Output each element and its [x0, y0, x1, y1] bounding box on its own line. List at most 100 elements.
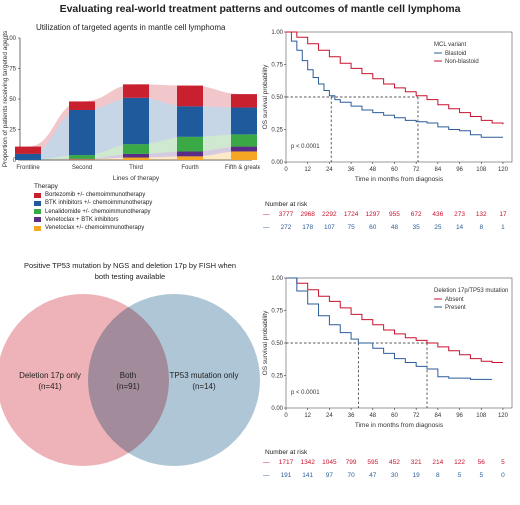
legend-label: Non-blastoid	[445, 59, 479, 65]
stacked-bar-segment	[15, 153, 41, 160]
stacked-bar-segment	[123, 153, 149, 158]
stacked-bar-segment	[123, 157, 149, 160]
stacked-bar-segment	[69, 158, 95, 160]
x-tick-label: 36	[348, 167, 355, 173]
x-tick-label: Frontline	[16, 165, 40, 171]
risk-cell: 321	[410, 459, 422, 466]
survival-curve-0	[286, 31, 503, 138]
x-tick-label: Second	[72, 165, 92, 171]
risk-cell: 70	[347, 472, 355, 479]
stacked-bar-segment	[177, 156, 203, 160]
risk-row-marker: —	[263, 224, 270, 231]
risk-cell: 1717	[278, 459, 294, 466]
risk-cell: 122	[454, 459, 465, 466]
legend-title: Deletion 17p/TP53 mutation	[434, 288, 508, 294]
venn-left-count: (n=41)	[38, 382, 62, 391]
legend-swatch	[34, 209, 41, 215]
risk-cell: 5	[457, 472, 462, 479]
x-tick-label: Fourth	[181, 165, 198, 171]
risk-cell: 799	[345, 459, 357, 466]
stacked-bar-segment	[69, 109, 95, 156]
venn-center-label: Both	[120, 371, 136, 380]
x-axis-label: Time in months from diagnosis	[355, 176, 444, 183]
risk-cell: 141	[302, 472, 314, 479]
risk-cell: 30	[390, 472, 399, 479]
x-axis-label: Time in months from diagnosis	[355, 422, 444, 429]
risk-cell: 5	[501, 459, 505, 466]
y-tick-label: 0.75	[271, 63, 283, 69]
x-tick-label: 72	[413, 413, 420, 419]
risk-row: — 191 141 97 70 47 30 19 8 5 5 0	[260, 472, 520, 484]
risk-cell: 0	[501, 472, 505, 479]
stacked-bar-segment	[123, 144, 149, 154]
venn-left-label: Deletion 17p only	[19, 371, 81, 380]
y-tick-label: 0.50	[271, 95, 283, 101]
x-tick-label: 84	[435, 413, 442, 419]
legend-item: Venetoclax + BTK inhibitors	[34, 216, 152, 224]
venn-right-count: (n=14)	[192, 382, 216, 391]
risk-table-title: Number at risk	[265, 201, 308, 208]
y-axis-label: OS survival probability	[262, 64, 269, 129]
legend-swatch	[34, 225, 41, 231]
y-tick-label: 75	[9, 67, 16, 73]
survival-curve-1	[286, 277, 493, 380]
x-tick-label: 108	[476, 413, 487, 419]
x-tick-label: 72	[413, 167, 420, 173]
risk-cell: 19	[412, 472, 420, 479]
risk-cell: 8	[436, 472, 440, 479]
x-axis-label: Lines of therapy	[113, 175, 160, 182]
risk-table-top: Number at risk	[265, 201, 307, 208]
risk-cell: 47	[369, 472, 377, 479]
venn-title-line1: Positive TP53 mutation by NGS and deleti…	[23, 261, 237, 270]
y-tick-label: 0.25	[271, 374, 283, 380]
legend-label: Present	[445, 305, 466, 311]
y-tick-label: 1.00	[271, 276, 283, 282]
risk-cell: 14	[455, 224, 464, 231]
risk-row: — 3777 2968 2292 1724 1297 955 672 436 273 132 17	[260, 211, 520, 223]
x-tick-label: 24	[326, 167, 333, 173]
risk-cell: 8	[479, 224, 484, 231]
risk-cell: 1045	[322, 459, 337, 466]
area-chart-title: Utilization of targeted agents in mantle…	[36, 23, 226, 32]
y-tick-label: 0.00	[271, 160, 283, 166]
stacked-bar-segment	[15, 146, 41, 154]
risk-row-marker: —	[263, 472, 270, 479]
risk-cell: 35	[412, 224, 420, 231]
risk-cell: 25	[434, 224, 442, 231]
x-tick-label: 12	[304, 167, 311, 173]
stacked-bar-segment	[177, 151, 203, 157]
x-tick-label: 24	[326, 413, 333, 419]
stacked-bar-segment	[123, 97, 149, 145]
risk-cell: 1724	[343, 211, 359, 218]
y-tick-label: 0.00	[271, 406, 283, 412]
page-title: Evaluating real-world treatment patterns…	[59, 3, 461, 15]
y-tick-label: 100	[6, 36, 17, 42]
stacked-bar-segment	[177, 85, 203, 107]
risk-cell: 1297	[365, 211, 381, 218]
risk-cell: 107	[323, 224, 335, 231]
stacked-bar-segment	[177, 106, 203, 137]
risk-cell: 672	[410, 211, 422, 218]
legend-swatch	[34, 201, 41, 206]
risk-cell: 1	[501, 224, 505, 231]
risk-cell: 191	[280, 472, 292, 479]
y-tick-label: 50	[9, 97, 16, 103]
legend-item: Venetoclax +/- chemoimmunotherapy	[34, 224, 152, 232]
stacked-bar-segment	[177, 136, 203, 152]
risk-table-top-rows: — 3777 2968 2292 1724 1297 955 672 436 273 132 17 — 2…	[260, 211, 520, 237]
legend-swatch	[34, 192, 41, 198]
x-tick-label: 96	[456, 413, 463, 419]
risk-cell: 2968	[300, 211, 315, 218]
x-tick-label: 36	[348, 413, 355, 419]
x-tick-label: 48	[369, 413, 376, 419]
y-tick-label: 25	[9, 128, 16, 134]
x-tick-label: 0	[284, 167, 288, 173]
risk-cell: 56	[477, 459, 485, 466]
risk-cell: 3777	[278, 211, 294, 218]
venn-center-count: (n=91)	[116, 382, 140, 391]
stacked-bar-segment	[231, 107, 257, 135]
risk-row-marker: —	[263, 459, 270, 466]
risk-cell: 214	[432, 459, 444, 466]
legend-swatch	[34, 217, 41, 223]
legend-label: Absent	[445, 297, 464, 303]
